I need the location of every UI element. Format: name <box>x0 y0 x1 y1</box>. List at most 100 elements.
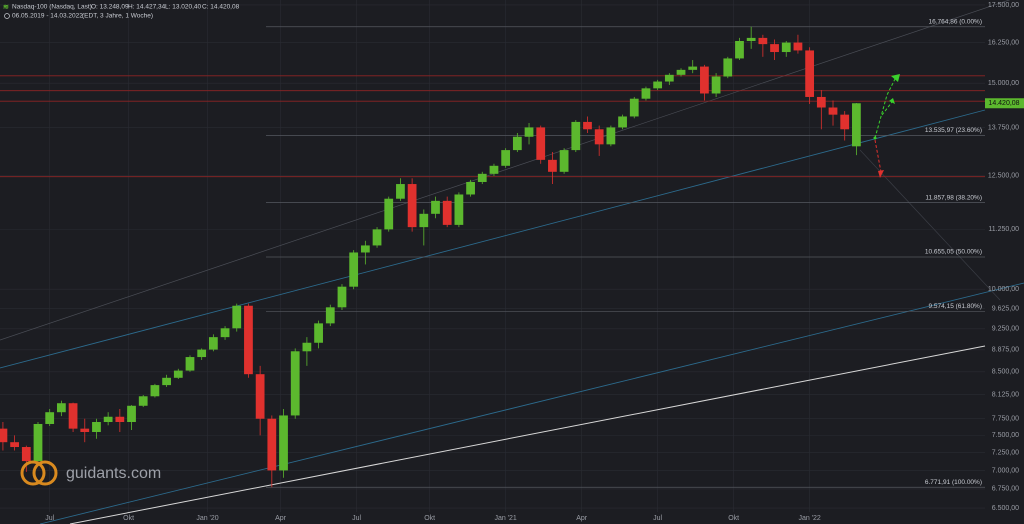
candle-body <box>805 50 815 97</box>
candle-body <box>770 44 779 53</box>
candle-body <box>512 136 522 151</box>
candle-body <box>816 96 826 108</box>
candle-body <box>583 121 592 130</box>
x-tick-label: Apr <box>275 515 287 522</box>
trend-line <box>69 345 986 524</box>
axes: 17.500,00 16.250,00 15.000,00 13.750,00 12.5… <box>45 2 1024 522</box>
trend-line <box>0 109 986 369</box>
candle-body <box>396 184 405 199</box>
trend-line <box>859 149 1001 301</box>
candle-body <box>793 42 803 51</box>
instrument-title: Nasdaq-100 (Nasdaq, Last) <box>12 4 92 11</box>
date-range: 06.05.2019 - 14.03.2022 <box>12 13 83 20</box>
candle-body <box>185 357 195 371</box>
y-tick-label: 15.000,00 <box>988 80 1019 87</box>
candle-body <box>290 351 300 416</box>
y-tick-label: 6.750,00 <box>992 486 1019 493</box>
candle-body <box>80 428 90 432</box>
y-tick-label: 8.875,00 <box>992 347 1019 354</box>
y-tick-label: 8.125,00 <box>992 392 1019 399</box>
y-tick-label: 13.750,00 <box>988 124 1019 131</box>
candle-body <box>45 412 55 424</box>
candle-body <box>103 416 113 423</box>
candle-body <box>594 129 604 145</box>
candle-body <box>314 323 323 343</box>
y-tick-label: 9.625,00 <box>992 305 1019 312</box>
x-tick-label: Jan '22 <box>798 515 820 522</box>
x-tick-label: Okt <box>728 515 739 522</box>
trend-line <box>0 0 1011 341</box>
candle-body <box>653 81 663 89</box>
ohlc-label: O: 13.248,09 <box>91 4 129 11</box>
candle-body <box>337 286 347 308</box>
candle-body <box>407 184 417 228</box>
icon: ≋ <box>3 4 9 11</box>
x-tick-label: Jul <box>45 515 54 522</box>
y-tick-label: 17.500,00 <box>988 2 1019 9</box>
x-tick-label: Jul <box>352 515 361 522</box>
candle-body <box>384 198 394 230</box>
projection-arrows <box>873 74 900 178</box>
candles <box>0 26 861 488</box>
fib-label: 16.764,86 (0.00%) <box>929 18 982 25</box>
candle-body <box>664 74 674 82</box>
candle-body <box>33 423 43 462</box>
candle-body <box>723 58 733 77</box>
candle-body <box>618 116 627 128</box>
candle-body <box>138 396 148 406</box>
candle-body <box>524 127 534 137</box>
candle-body <box>758 37 768 45</box>
grid <box>0 0 985 512</box>
candle-body <box>571 121 581 151</box>
y-tick-label: 9.250,00 <box>992 326 1019 333</box>
candle-body <box>548 159 557 172</box>
candle-body <box>302 342 312 352</box>
ohlc-label: C: 14.420,08 <box>202 4 240 11</box>
y-tick-label: 8.500,00 <box>992 369 1019 376</box>
candle-body <box>21 447 31 462</box>
y-tick-label: 7.750,00 <box>992 416 1019 423</box>
candle-body <box>700 66 709 94</box>
candle-body <box>501 150 511 166</box>
candle-body <box>676 69 686 75</box>
y-tick-label: 16.250,00 <box>988 39 1019 46</box>
candle-body <box>711 76 721 94</box>
candle-body <box>92 422 101 432</box>
candle-body <box>150 385 160 397</box>
candle-body <box>746 37 756 42</box>
candle-body <box>220 328 230 338</box>
candle-body <box>232 305 242 329</box>
candle-body <box>56 403 66 413</box>
candle-body <box>279 415 288 471</box>
candle-body <box>419 213 429 228</box>
date-note: (EDT, 3 Jahre, 1 Woche) <box>82 13 153 20</box>
x-tick-label: Jan '20 <box>196 515 218 522</box>
fib-label: 6.771,91 (100.00%) <box>925 479 982 486</box>
y-tick-label: 6.500,00 <box>992 505 1019 512</box>
candle-body <box>208 337 218 350</box>
candle-body <box>688 66 698 70</box>
fib-label: 10.655,05 (50.00%) <box>925 249 982 256</box>
candle-body <box>442 200 452 225</box>
candle-body <box>173 370 183 378</box>
candle-body <box>431 200 440 214</box>
watermark-text: guidants.com <box>66 465 161 482</box>
candle-body <box>10 442 19 448</box>
candle-body <box>115 416 125 423</box>
candle-body <box>840 114 850 130</box>
candle-body <box>606 127 616 145</box>
candle-body <box>641 88 651 99</box>
watermark: guidants.com <box>20 460 161 486</box>
candle-body <box>781 42 791 53</box>
candle-body <box>0 428 8 443</box>
candle-body <box>244 305 253 375</box>
clock-icon <box>4 13 10 19</box>
last-price-badge <box>985 98 1024 109</box>
candle-body <box>255 374 265 419</box>
y-tick-label: 7.000,00 <box>992 467 1019 474</box>
x-tick-label: Apr <box>576 515 588 522</box>
fib-label: 9.574,15 (61.80%) <box>929 303 982 310</box>
